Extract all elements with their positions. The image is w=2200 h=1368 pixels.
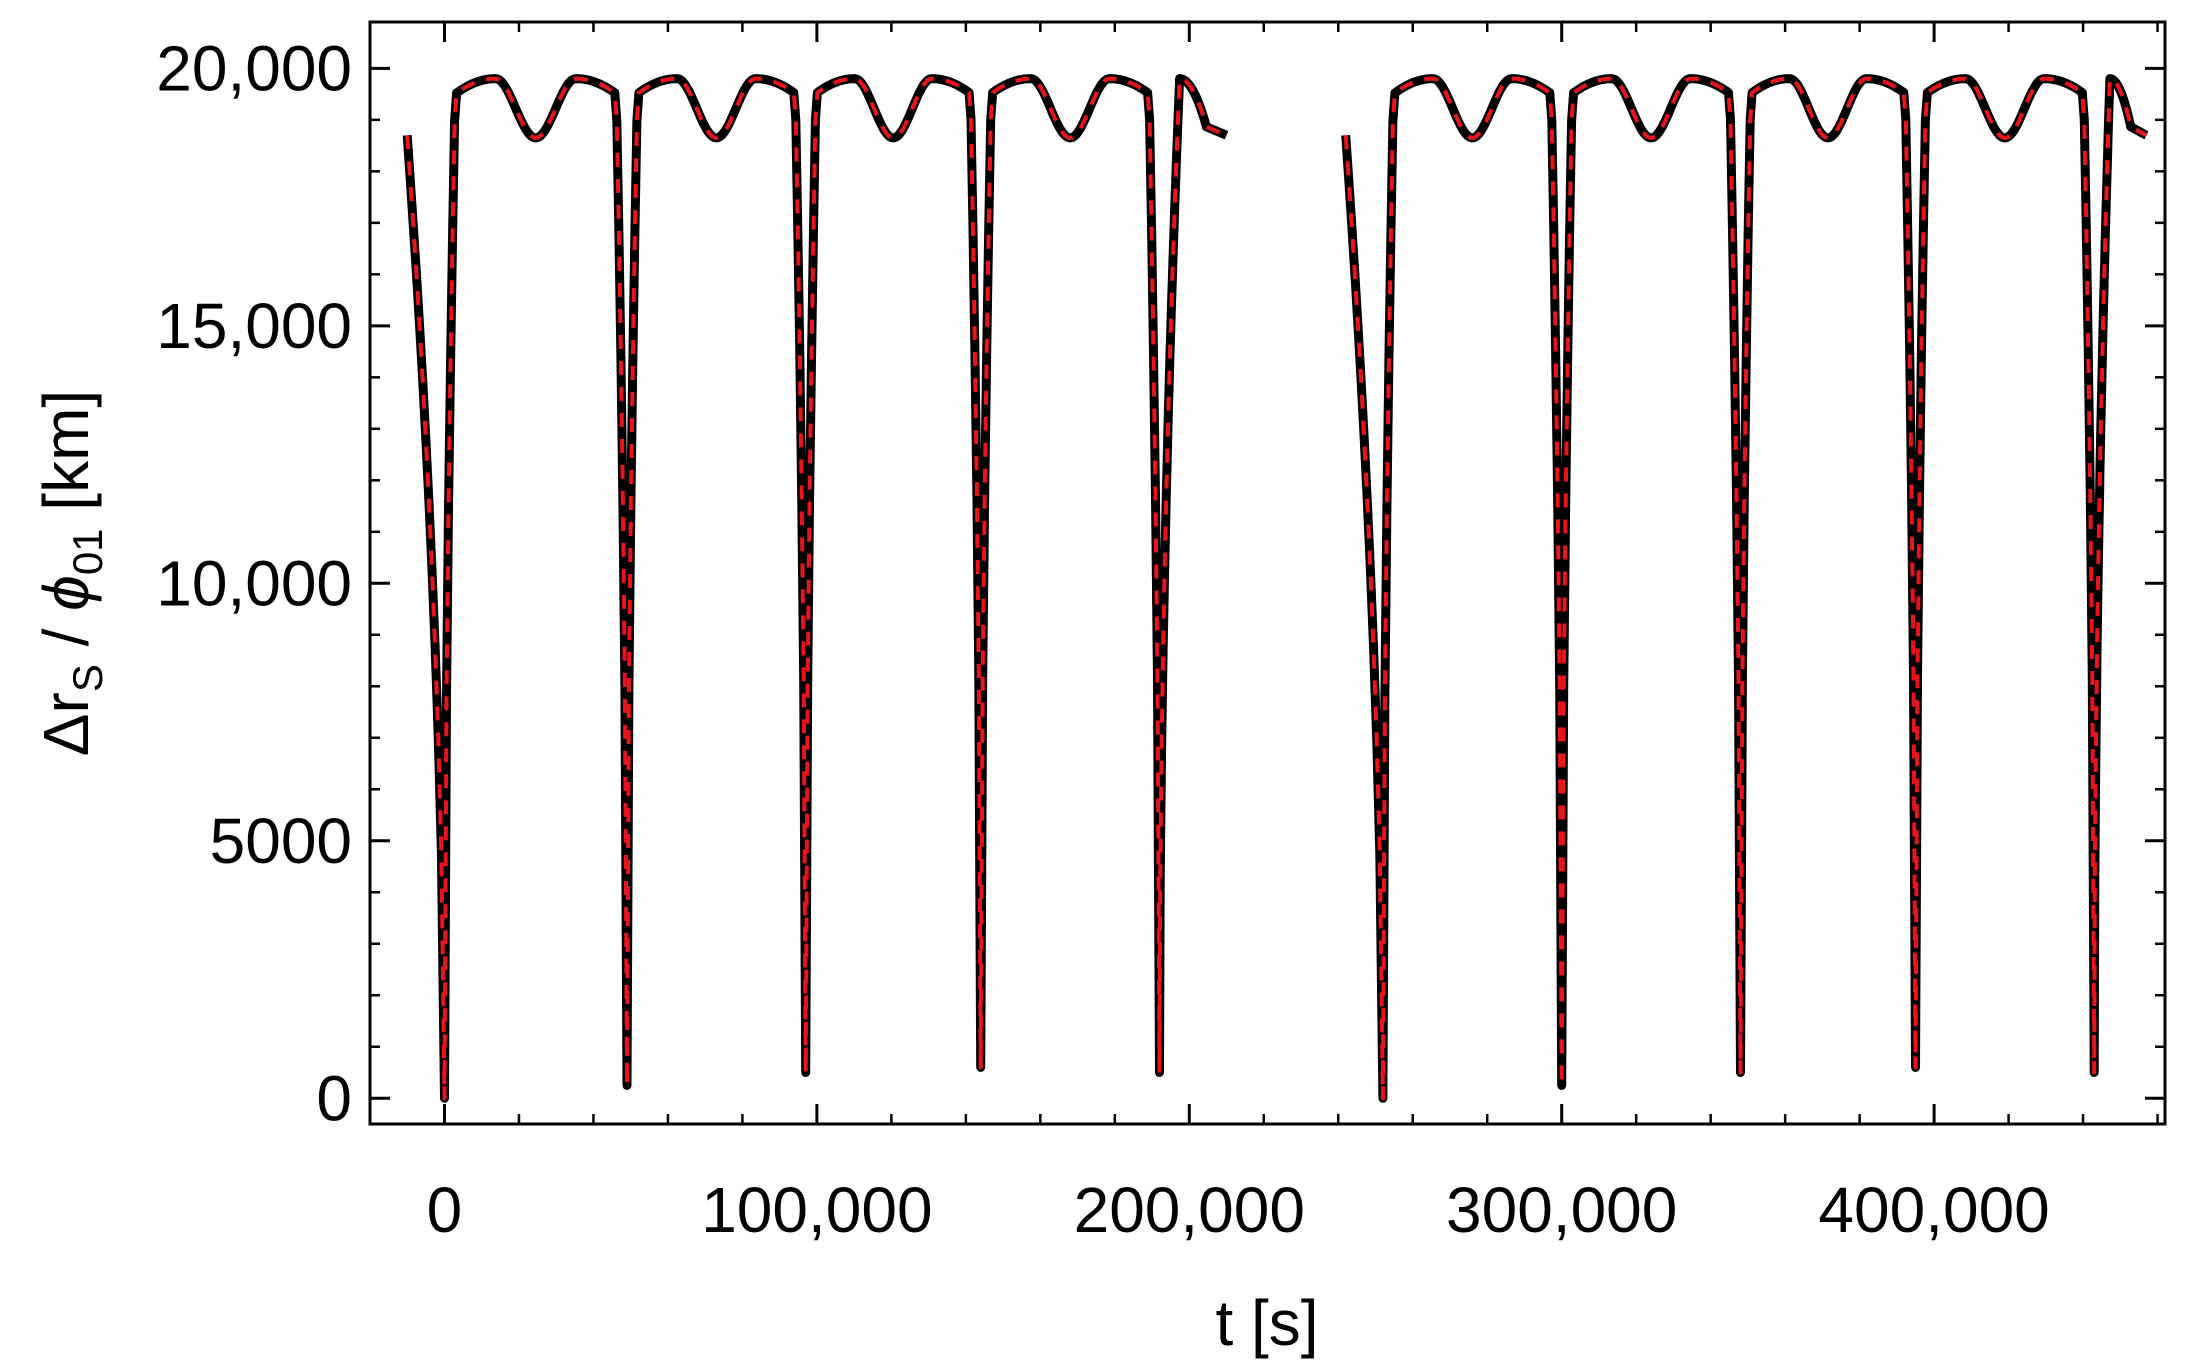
dashed-series-line: [405, 76, 1228, 1101]
x-tick-label: 0: [427, 1174, 463, 1246]
y-tick-label: 0: [316, 1062, 352, 1134]
y-axis-label: ΔrS / ϕ01 [km]: [30, 390, 111, 756]
plot-frame: [368, 20, 2167, 1126]
y-label-unit: [km]: [30, 390, 102, 529]
y-label-phi: ϕ: [30, 575, 102, 611]
y-label-delta: Δr: [30, 692, 102, 756]
tick-marks: [368, 22, 2165, 1124]
y-tick-label: 5000: [210, 805, 352, 877]
dashed-series-line: [1343, 76, 2148, 1101]
y-label-slash: /: [30, 611, 102, 664]
y-tick-label: 15,000: [156, 290, 352, 362]
x-axis-label: t [s]: [1215, 1287, 1318, 1359]
y-tick-label: 10,000: [156, 547, 352, 619]
data-series: [402, 74, 2151, 1103]
x-tick-label: 100,000: [701, 1174, 932, 1246]
solid-series-line: [1341, 74, 2151, 1103]
x-tick-label: 300,000: [1446, 1174, 1677, 1246]
tick-labels: 0 100,000 200,000 300,000 400,000 0 5000 10,000…: [156, 32, 2050, 1246]
y-label-sub-s: S: [64, 664, 111, 692]
x-tick-label: 200,000: [1074, 1174, 1305, 1246]
y-tick-label: 20,000: [156, 32, 352, 104]
x-tick-label: 400,000: [1818, 1174, 2049, 1246]
y-label-sub-01: 01: [64, 528, 111, 575]
solid-series-line: [402, 74, 1231, 1103]
